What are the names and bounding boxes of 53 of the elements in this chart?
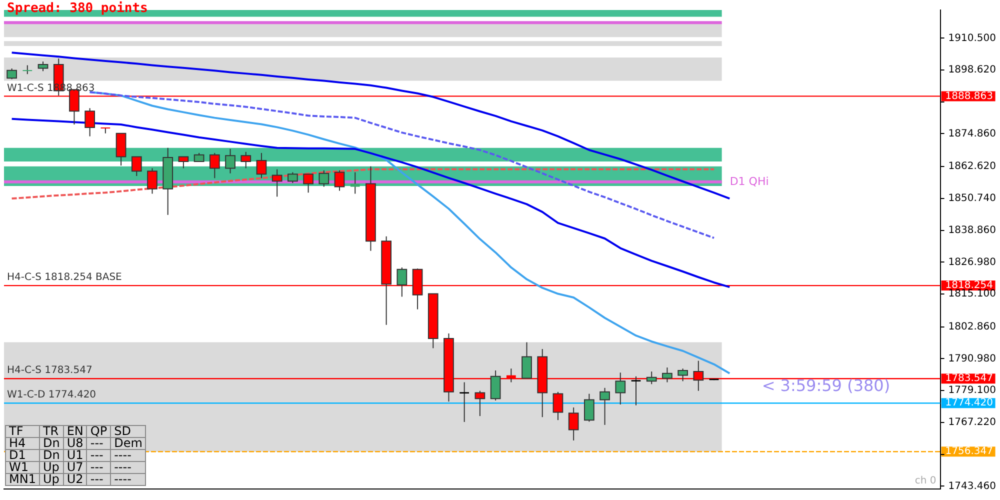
annotation: U8 <box>63 436 87 450</box>
y-tick-label: 1743.460 <box>948 480 996 492</box>
annotation: U1 <box>63 448 87 462</box>
candlestick <box>631 376 641 406</box>
text: 1756.347 <box>945 446 994 458</box>
annotation: H4 <box>6 436 40 450</box>
annotation: < 3:59:59 (380) <box>762 376 890 395</box>
annotation: W1 <box>6 460 40 474</box>
annotation: Up <box>39 472 64 486</box>
ref-line-label: D1 QHi <box>730 174 769 188</box>
annotation: Up <box>39 460 64 474</box>
y-tick-label: 1898.620 <box>948 64 996 76</box>
annotation: MN1 <box>6 472 40 486</box>
text: 1783.547 <box>945 373 994 384</box>
annotation: ---- <box>110 472 146 486</box>
y-tick-label: 1874.860 <box>948 128 996 140</box>
y-tick-label: 1910.500 <box>948 32 996 44</box>
ref-line-label: W1-C-D 1774.420 <box>7 390 96 401</box>
annotation: U2 <box>63 472 87 486</box>
y-tick-label: 1790.980 <box>948 353 996 364</box>
line-series <box>88 91 716 239</box>
annotation: TF <box>6 424 40 438</box>
y-tick-label: 1862.620 <box>948 161 996 172</box>
annotation: QP <box>86 424 111 438</box>
ref-line-label: H4-C-S 1818.254 BASE <box>7 272 122 284</box>
annotation: EN <box>63 424 87 438</box>
line-series <box>10 168 716 200</box>
annotation: Dem <box>110 436 146 450</box>
annotation: SD <box>110 424 146 438</box>
y-tick-label: 1815.100 <box>948 288 996 300</box>
annotation: --- <box>86 472 111 486</box>
y-tick-label: 1779.100 <box>948 385 996 396</box>
y-tick-label: 1838.860 <box>948 224 996 236</box>
y-tick-label: 1802.860 <box>948 321 996 332</box>
annotation: ch 0 <box>914 476 936 487</box>
annotation: TR <box>39 424 64 438</box>
annotation: D1 <box>6 448 40 462</box>
annotation: ---- <box>110 460 146 474</box>
annotation: --- <box>86 448 111 462</box>
annotation: Dn <box>39 436 64 450</box>
text: 1888.863 <box>945 90 994 102</box>
candlestick <box>22 64 32 75</box>
y-tick-label: 1826.980 <box>948 256 996 268</box>
annotation: --- <box>86 460 111 474</box>
text: 1774.420 <box>945 398 994 409</box>
annotation: U7 <box>63 460 87 474</box>
candlestick <box>460 382 470 422</box>
annotation: Dn <box>39 448 64 462</box>
y-tick-label: 1767.220 <box>948 417 996 428</box>
y-tick-label: 1850.740 <box>948 193 996 204</box>
ref-line-label: H4-C-S 1783.547 <box>7 365 92 376</box>
annotation: --- <box>86 436 111 450</box>
annotation: ---- <box>110 448 146 462</box>
